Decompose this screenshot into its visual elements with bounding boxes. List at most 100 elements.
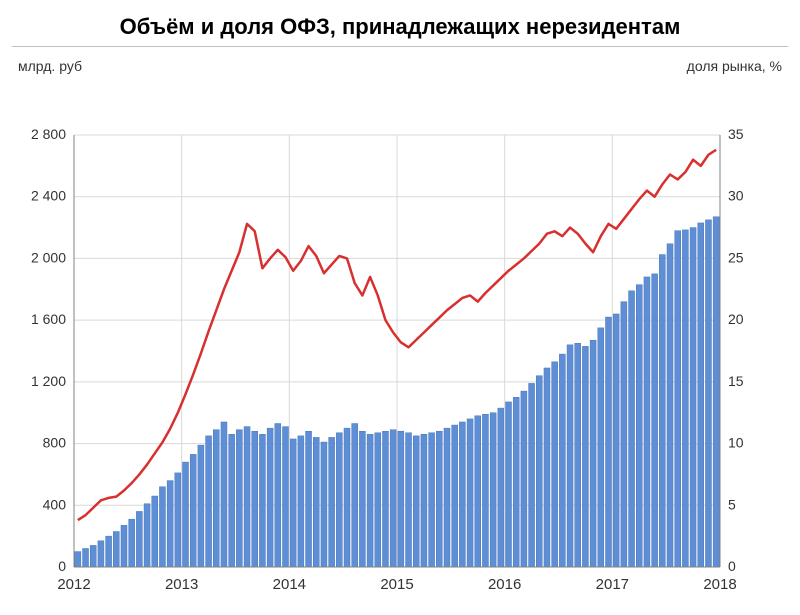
bar [421,434,427,567]
bar [536,376,542,567]
x-tick: 2014 [273,576,306,593]
bar [259,434,265,567]
bar [198,445,204,567]
bar [375,433,381,567]
bar [75,552,81,567]
y-right-tick: 0 [728,558,736,574]
bar [344,428,350,567]
y-left-tick: 400 [43,496,67,512]
y-right-tick: 20 [728,311,744,327]
x-tick: 2013 [165,576,198,593]
bar [298,436,304,567]
bar [352,424,358,567]
bar [513,397,519,567]
y-left-tick: 1 200 [31,373,66,389]
bar [244,427,250,567]
bar [90,545,96,567]
bar [267,428,273,567]
bar [183,462,189,567]
bar [321,442,327,567]
bar [406,433,412,567]
bar [605,317,611,567]
bar [252,431,258,567]
y-left-tick: 1 600 [31,311,66,327]
bar [429,433,435,567]
bar [290,439,296,567]
bar [106,536,112,567]
bar [482,414,488,567]
bar [359,431,365,567]
bar [436,431,442,567]
x-tick: 2012 [57,576,90,593]
y-left-tick: 2 800 [31,126,66,142]
bar [452,425,458,567]
bar [413,436,419,567]
y-right-tick: 25 [728,249,744,265]
bar [659,255,665,567]
y-left-tick: 800 [43,435,67,451]
y-right-label: доля рынка, % [687,58,782,74]
y-left-tick: 0 [58,558,66,574]
y-right-tick: 10 [728,435,744,451]
bar [459,422,465,567]
bar [598,328,604,567]
bar [667,244,673,567]
bar [629,291,635,567]
bar [306,431,312,567]
bar [275,424,281,567]
bar [675,231,681,567]
bar [529,383,535,567]
y-left-tick: 2 400 [31,188,66,204]
y-right-tick: 30 [728,188,744,204]
bar [582,346,588,567]
bar [152,496,158,567]
x-tick: 2016 [488,576,521,593]
bar [83,548,89,567]
bar [382,431,388,567]
bar [467,419,473,567]
bar [175,473,181,567]
bar [129,519,135,567]
bar [490,413,496,567]
bar [682,230,688,567]
bar [136,511,142,567]
chart-svg: 0 400 800 1 200 1 600 2 000 2 400 2 800 0 5 10 15 20… [0,47,800,615]
x-tick: 2015 [380,576,413,593]
bar [167,481,173,567]
bar [506,402,512,567]
bar [229,434,235,567]
bar [98,541,104,567]
bar [698,223,704,567]
y-right-tick: 15 [728,373,744,389]
x-tick: 2018 [703,576,736,593]
bar [313,437,319,567]
y-left-label: млрд. руб [18,58,82,74]
bar [552,362,558,567]
bar [121,525,127,567]
bar [705,220,711,567]
bar [621,302,627,567]
bar [336,433,342,567]
bar [590,340,596,567]
bar [213,430,219,567]
bar [236,430,242,567]
bar [567,345,573,567]
bar [282,427,288,567]
bar [144,504,150,567]
bar [113,532,119,567]
bar [575,343,581,567]
y-left-tick: 2 000 [31,249,66,265]
bar [444,428,450,567]
bar [559,354,565,567]
bar [159,487,165,567]
bar [644,277,650,567]
bar [613,314,619,567]
bar [390,430,396,567]
bar [652,274,658,567]
chart-title: Объём и доля ОФЗ, принадлежащих нерезиде… [12,0,788,47]
chart-container: Объём и доля ОФЗ, принадлежащих нерезиде… [0,0,800,568]
bar [521,391,527,567]
bar [329,437,335,567]
y-right-tick: 5 [728,496,736,512]
bar [475,416,481,567]
